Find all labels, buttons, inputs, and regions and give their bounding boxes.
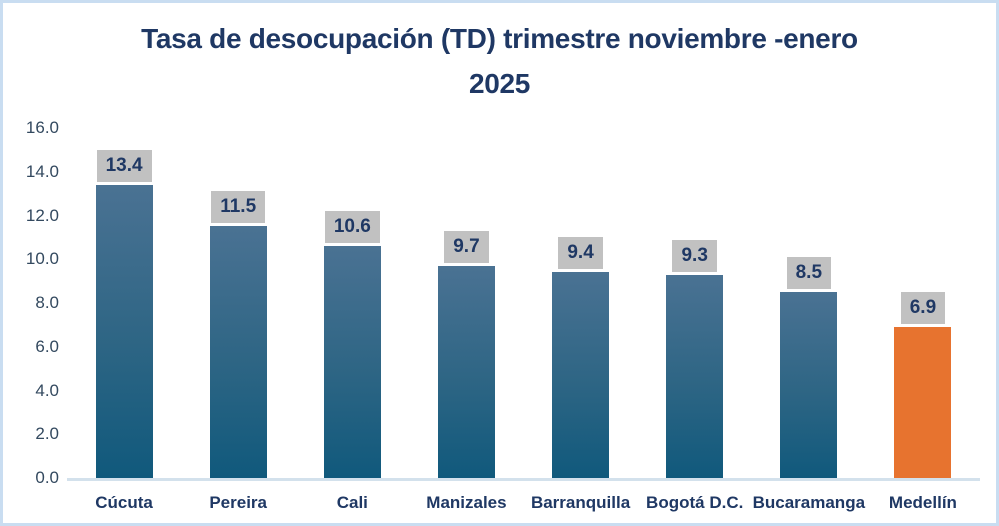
bar-column: 9.3: [638, 239, 752, 478]
x-axis-labels: Cúcuta Pereira Cali Manizales Barranquilla Bo…: [67, 481, 980, 513]
x-axis-label: Bogotá D.C.: [646, 493, 744, 512]
y-axis-tick-label: 10.0: [25, 249, 59, 269]
y-axis-tick-label: 14.0: [25, 161, 59, 181]
bar: [894, 327, 952, 478]
bar-value-label: 8.5: [786, 257, 832, 290]
bar: [209, 226, 267, 478]
x-axis-label: Medellín: [888, 493, 957, 512]
bar-value-label: 9.7: [444, 230, 489, 263]
bar: [552, 272, 610, 478]
bar-value-label: 9.4: [558, 237, 603, 270]
bar-column: 9.7: [409, 230, 523, 478]
bar: [780, 292, 838, 478]
bar-column: 9.4: [524, 237, 638, 478]
bar-column: 6.9: [866, 292, 980, 478]
bar: [323, 246, 381, 478]
x-axis-label: Pereira: [209, 493, 268, 512]
y-axis-tick-label: 4.0: [35, 380, 59, 400]
bar: [95, 184, 153, 478]
y-axis-tick-label: 12.0: [25, 205, 59, 225]
bar: [437, 265, 495, 478]
bar-column: 13.4: [67, 149, 181, 478]
plot-area: 13.4 11.5 10.6 9.7 9.4 9.3 8.5 6.9 Cúcuta Pereir…: [67, 128, 980, 513]
bar: [666, 274, 724, 478]
chart-area: 16.0 14.0 12.0 10.0 8.0 6.0 4.0 2.0 0.0 13.4 11.5…: [3, 118, 996, 513]
y-axis-tick-label: 6.0: [35, 336, 59, 356]
x-axis-label: Manizales: [426, 493, 507, 512]
bar-column: 8.5: [752, 257, 866, 478]
bar-column: 10.6: [295, 211, 409, 478]
bar-value-label: 13.4: [96, 149, 152, 182]
bars-row: 13.4 11.5 10.6 9.7 9.4 9.3 8.5 6.9: [67, 128, 980, 481]
y-axis: 16.0 14.0 12.0 10.0 8.0 6.0 4.0 2.0 0.0: [3, 118, 59, 487]
x-axis-label: Cali: [336, 493, 368, 512]
bar-value-label: 9.3: [672, 239, 717, 272]
chart-title: Tasa de desocupación (TD) trimestre novi…: [3, 3, 996, 106]
x-axis-label: Cúcuta: [95, 493, 153, 512]
chart-title-line-2: 2025: [468, 68, 531, 99]
y-axis-tick-label: 8.0: [35, 293, 59, 312]
chart-title-line-1: Tasa de desocupación (TD) trimestre novi…: [141, 23, 858, 54]
x-axis-label: Bucaramanga: [752, 493, 866, 512]
x-axis-label: Barranquilla: [530, 493, 631, 512]
bar-value-label: 11.5: [211, 191, 266, 224]
y-axis-tick-label: 2.0: [35, 424, 59, 444]
bar-value-label: 10.6: [324, 211, 380, 244]
y-axis-tick-label: 16.0: [25, 118, 59, 137]
y-axis-tick-label: 0.0: [35, 468, 59, 487]
bar-column: 11.5: [181, 191, 295, 478]
bar-value-label: 6.9: [900, 292, 946, 325]
